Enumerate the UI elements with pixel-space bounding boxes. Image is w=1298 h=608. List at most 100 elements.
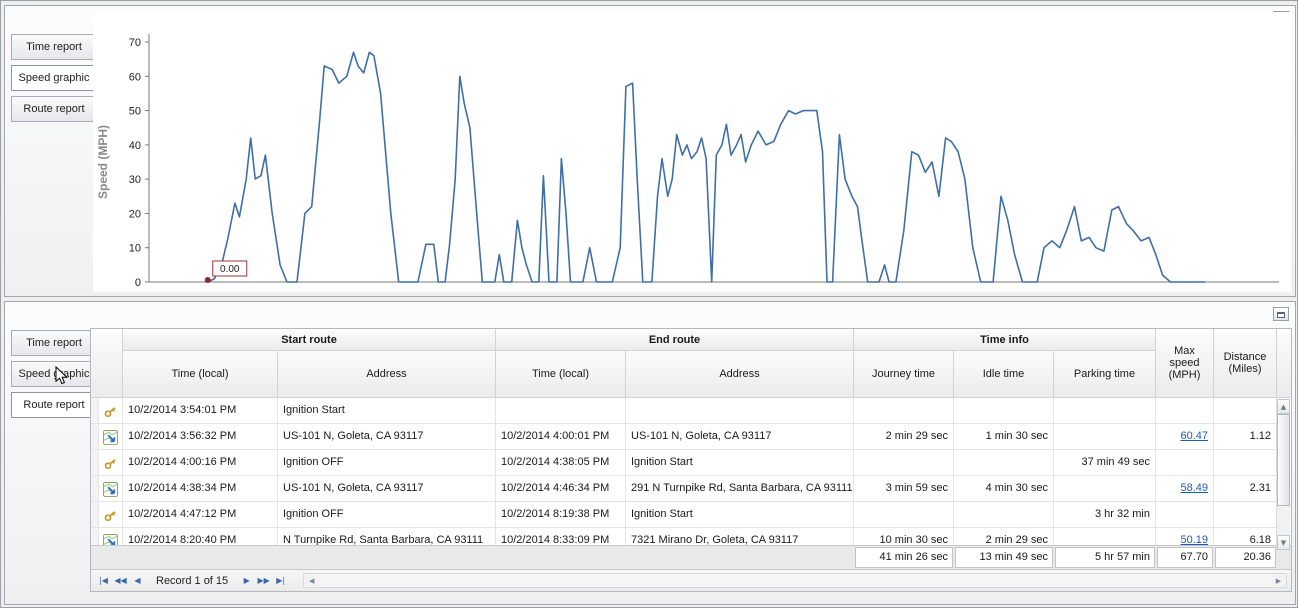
cell-start-time: 10/2/2014 8:20:40 PM (123, 528, 278, 545)
ignition-key-icon (99, 450, 123, 476)
cell-distance (1214, 502, 1277, 528)
cell-parking-time (1054, 424, 1156, 450)
group-header-time-info[interactable]: Time info (854, 329, 1156, 351)
table-row[interactable]: 10/2/2014 8:20:40 PM N Turnpike Rd, Santa… (91, 528, 1291, 545)
cell-end-address (626, 398, 854, 424)
pager-next-button-1[interactable]: ▶▶ (255, 573, 272, 589)
pager-buttons-left: |◀ ◀◀ ◀ (95, 573, 146, 589)
cell-distance (1214, 450, 1277, 476)
svg-text:10: 10 (129, 243, 141, 255)
cell-idle-time (954, 450, 1054, 476)
bottom-tab-strip: Time report Speed graphic Route report (11, 330, 97, 423)
cell-journey-time: 10 min 30 sec (854, 528, 954, 545)
cell-end-time: 10/2/2014 4:46:34 PM (496, 476, 626, 502)
scroll-up-button[interactable]: ▲ (1277, 399, 1290, 414)
cell-start-address: Ignition OFF (278, 450, 496, 476)
scroll-down-button[interactable]: ▼ (1277, 535, 1290, 550)
svg-text:40: 40 (129, 140, 141, 152)
row-indicator (91, 398, 99, 424)
cell-max-speed: 58.49 (1156, 476, 1214, 502)
column-header-max-speed[interactable]: Max speed (MPH) (1156, 329, 1214, 398)
cell-parking-time (1054, 398, 1156, 424)
column-header-end-time[interactable]: Time (local) (496, 351, 626, 398)
row-indicator (91, 424, 99, 450)
scrollbar-thumb[interactable] (1277, 414, 1290, 506)
collapse-icon (1277, 312, 1285, 318)
column-header-parking-time[interactable]: Parking time (1054, 351, 1156, 398)
cell-parking-time: 37 min 49 sec (1054, 450, 1156, 476)
hscroll-track[interactable] (319, 574, 1271, 587)
max-speed-link[interactable]: 50.19 (1180, 534, 1208, 545)
header-filler (1277, 329, 1291, 398)
summary-distance: 20.36 (1215, 547, 1276, 568)
group-header-start-route[interactable]: Start route (123, 329, 496, 351)
tab-time-report[interactable]: Time report (11, 34, 97, 60)
group-header-end-route[interactable]: End route (496, 329, 854, 351)
column-header-start-time[interactable]: Time (local) (123, 351, 278, 398)
cell-distance: 2.31 (1214, 476, 1277, 502)
cell-start-address: Ignition OFF (278, 502, 496, 528)
tab-route-report[interactable]: Route report (11, 96, 97, 122)
column-header-start-address[interactable]: Address (278, 351, 496, 398)
route-map-icon (99, 528, 123, 545)
scroll-right-button[interactable]: ▶ (1271, 574, 1286, 587)
summary-parking-time: 5 hr 57 min (1055, 547, 1155, 568)
cell-end-time: 10/2/2014 8:33:09 PM (496, 528, 626, 545)
cell-distance (1214, 398, 1277, 424)
pager-prev-button-1[interactable]: ◀◀ (112, 573, 129, 589)
horizontal-scrollbar[interactable]: ◀ ▶ (303, 573, 1287, 588)
cell-max-speed (1156, 502, 1214, 528)
pager-prev-button-2[interactable]: ◀ (129, 573, 146, 589)
route-report-panel: Time report Speed graphic Route report S… (4, 301, 1296, 605)
column-header-distance[interactable]: Distance (Miles) (1214, 329, 1277, 398)
record-label: Record 1 of 15 (156, 574, 229, 587)
summary-row: 41 min 26 sec 13 min 49 sec 5 hr 57 min … (91, 545, 1291, 569)
table-row[interactable]: 10/2/2014 4:00:16 PM Ignition OFF 10/2/201… (91, 450, 1291, 476)
cell-distance: 6.18 (1214, 528, 1277, 545)
header-corner (91, 329, 123, 398)
max-speed-link[interactable]: 60.47 (1180, 430, 1208, 442)
column-header-journey-time[interactable]: Journey time (854, 351, 954, 398)
row-indicator (91, 450, 99, 476)
cell-max-speed (1156, 450, 1214, 476)
max-speed-link[interactable]: 58.49 (1180, 482, 1208, 494)
table-row[interactable]: 10/2/2014 4:47:12 PM Ignition OFF 10/2/201… (91, 502, 1291, 528)
svg-text:30: 30 (129, 174, 141, 186)
cell-end-time: 10/2/2014 8:19:38 PM (496, 502, 626, 528)
cell-start-time: 10/2/2014 4:38:34 PM (123, 476, 278, 502)
cell-max-speed (1156, 398, 1214, 424)
row-indicator (91, 476, 99, 502)
table-row[interactable]: 10/2/2014 3:54:01 PM Ignition Start (91, 398, 1291, 424)
top-tab-strip: Time report Speed graphic Route report (11, 34, 97, 127)
row-indicator (91, 528, 99, 545)
collapse-bottom-panel-button[interactable] (1273, 307, 1289, 321)
row-indicator (91, 502, 99, 528)
cell-idle-time (954, 398, 1054, 424)
pager-next-button-0[interactable]: ▶ (238, 573, 255, 589)
speed-graphic-panel: Time report Speed graphic Route report S… (4, 5, 1296, 297)
cell-journey-time: 2 min 29 sec (854, 424, 954, 450)
table-row[interactable]: 10/2/2014 3:56:32 PM US-101 N, Goleta, CA… (91, 424, 1291, 450)
tab-time-report[interactable]: Time report (11, 330, 97, 356)
vertical-scrollbar[interactable]: ▲ ▼ (1276, 399, 1290, 550)
cell-idle-time: 1 min 30 sec (954, 424, 1054, 450)
table-row[interactable]: 10/2/2014 4:38:34 PM US-101 N, Goleta, CA… (91, 476, 1291, 502)
column-header-idle-time[interactable]: Idle time (954, 351, 1054, 398)
pager-next-button-2[interactable]: ▶| (272, 573, 289, 589)
scroll-left-button[interactable]: ◀ (304, 574, 319, 587)
ignition-key-icon (99, 398, 123, 424)
tab-speed-graphic[interactable]: Speed graphic (11, 361, 97, 387)
speed-chart[interactable]: Speed (MPH) 0 10 20 30 40 50 60 70 0.00 (93, 12, 1291, 292)
grid-footer: |◀ ◀◀ ◀ Record 1 of 15 ▶ ▶▶ ▶| ◀ ▶ (91, 569, 1291, 591)
tab-route-report[interactable]: Route report (11, 392, 97, 418)
svg-text:20: 20 (129, 208, 141, 220)
pager-prev-button-0[interactable]: |◀ (95, 573, 112, 589)
column-header-end-address[interactable]: Address (626, 351, 854, 398)
cell-start-time: 10/2/2014 4:00:16 PM (123, 450, 278, 476)
tab-speed-graphic[interactable]: Speed graphic (11, 65, 97, 91)
cell-max-speed: 60.47 (1156, 424, 1214, 450)
svg-text:Speed (MPH): Speed (MPH) (96, 125, 110, 199)
route-map-icon (99, 476, 123, 502)
summary-journey-time: 41 min 26 sec (855, 547, 953, 568)
